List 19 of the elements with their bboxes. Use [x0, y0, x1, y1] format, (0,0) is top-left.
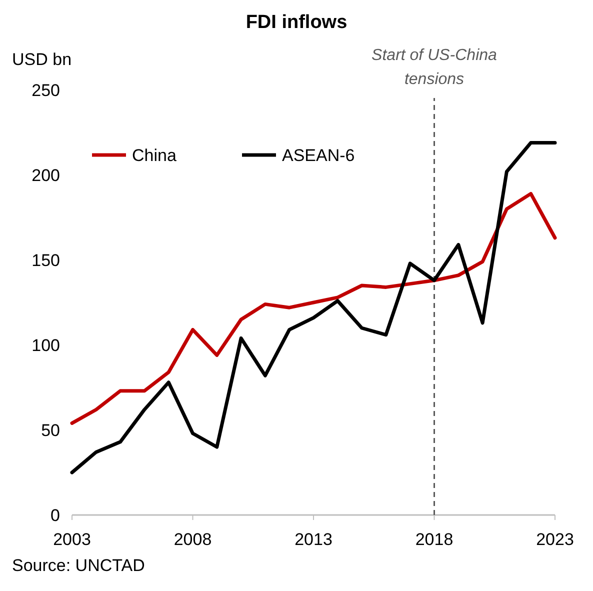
x-tick-label: 2013: [294, 530, 332, 549]
x-tick-label: 2008: [174, 530, 212, 549]
y-tick-label: 0: [50, 506, 60, 525]
x-tick-label: 2023: [536, 530, 574, 549]
y-axis-title: USD bn: [12, 50, 72, 69]
y-tick-label: 250: [32, 80, 60, 100]
chart-title: FDI inflows: [246, 12, 348, 33]
source-note: Source: UNCTAD: [12, 556, 145, 575]
y-tick-label: 200: [32, 166, 60, 185]
line-series: [70, 140, 557, 474]
x-tick-label: 2003: [53, 530, 91, 549]
y-tick-label: 50: [41, 420, 60, 440]
y-tick-label: 150: [32, 250, 60, 270]
legend-label: ASEAN-6: [282, 146, 355, 165]
line-series: [70, 192, 557, 425]
y-tick-label: 100: [32, 336, 60, 355]
x-tick-label: 2018: [415, 530, 454, 549]
legend-label: China: [132, 146, 177, 165]
ref-line-label: Start of US-China tensions: [372, 47, 498, 88]
